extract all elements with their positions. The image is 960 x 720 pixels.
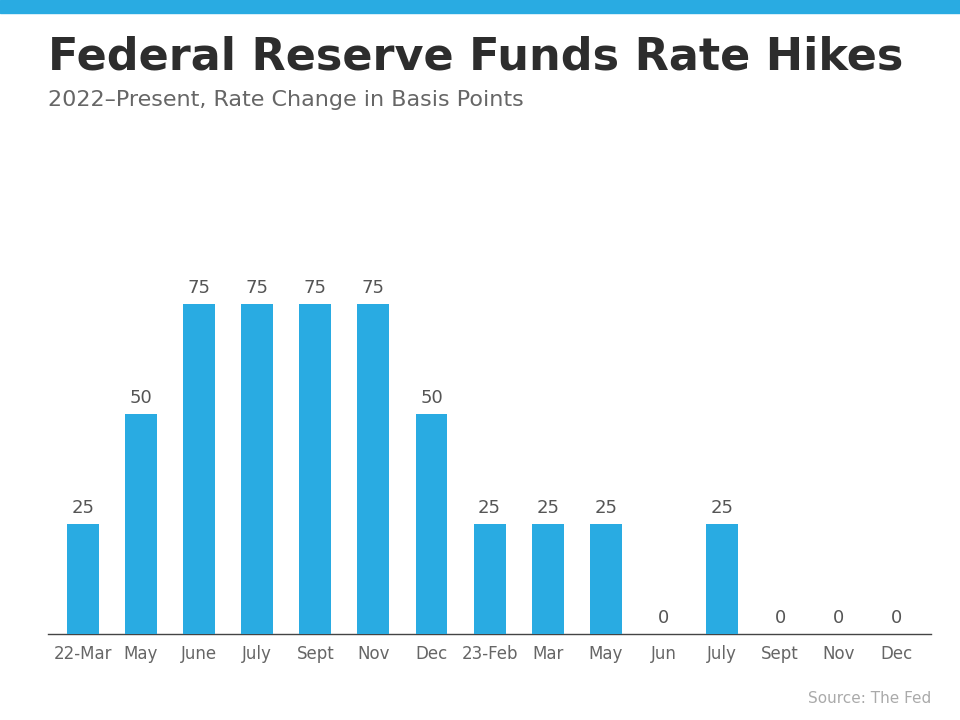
Text: Source: The Fed: Source: The Fed [808, 690, 931, 706]
Text: 75: 75 [246, 279, 269, 297]
Bar [706, 523, 738, 634]
Bar [241, 304, 274, 634]
Text: 50: 50 [130, 389, 153, 407]
Text: 25: 25 [594, 499, 617, 517]
Bar [473, 523, 506, 634]
Text: 0: 0 [775, 609, 785, 627]
Bar [357, 304, 390, 634]
Text: 25: 25 [71, 499, 94, 517]
Text: Federal Reserve Funds Rate Hikes: Federal Reserve Funds Rate Hikes [48, 36, 903, 79]
Bar [125, 413, 156, 634]
Bar [300, 304, 331, 634]
Text: 50: 50 [420, 389, 443, 407]
Text: 0: 0 [891, 609, 902, 627]
Text: 75: 75 [187, 279, 210, 297]
Text: 25: 25 [710, 499, 733, 517]
Text: 2022–Present, Rate Change in Basis Points: 2022–Present, Rate Change in Basis Point… [48, 90, 524, 110]
Bar [589, 523, 622, 634]
Bar [67, 523, 99, 634]
Text: 0: 0 [832, 609, 844, 627]
Text: 25: 25 [478, 499, 501, 517]
Bar [183, 304, 215, 634]
Text: 0: 0 [659, 609, 669, 627]
Bar [532, 523, 564, 634]
Text: 75: 75 [362, 279, 385, 297]
Text: 25: 25 [537, 499, 560, 517]
Bar [416, 413, 447, 634]
Text: 75: 75 [303, 279, 326, 297]
